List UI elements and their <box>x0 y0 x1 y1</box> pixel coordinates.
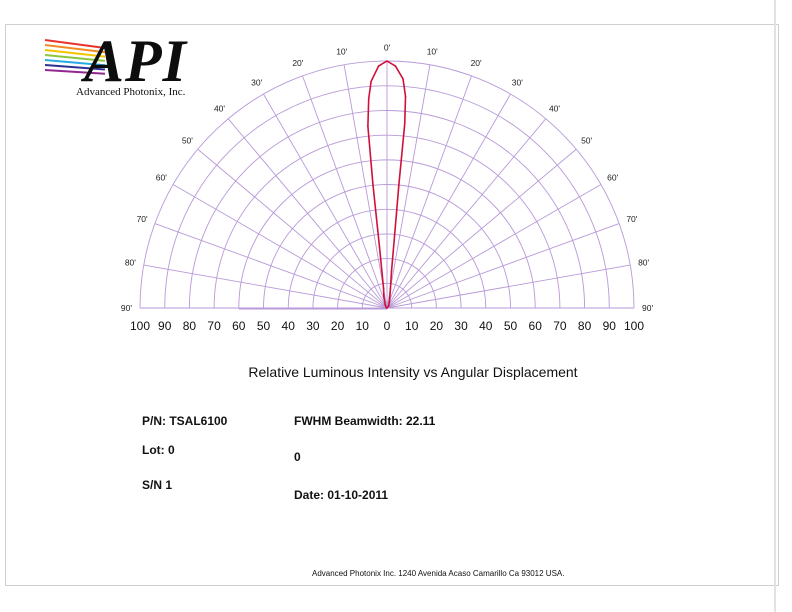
angle-tick-label-left: 80' <box>125 258 136 268</box>
logo-stripe <box>45 54 106 62</box>
radial-tick-label: 90 <box>603 319 617 333</box>
grid-spoke <box>263 93 388 309</box>
radial-tick-label: 60 <box>529 319 543 333</box>
fwhm-beamwidth: FWHM Beamwidth: 22.11 <box>294 414 436 428</box>
logo-stripe <box>45 49 106 58</box>
grid-spoke <box>154 223 388 309</box>
intensity-data-point <box>387 305 390 307</box>
logo-rainbow-lines <box>45 39 106 75</box>
logo-stripe <box>45 69 106 75</box>
radial-tick-label: 40 <box>282 319 296 333</box>
logo-stripe <box>45 59 106 67</box>
zero-value: 0 <box>294 450 301 464</box>
radial-tick-label: 10 <box>405 319 419 333</box>
intensity-data-point <box>372 184 374 187</box>
radial-tick-label: 50 <box>504 319 518 333</box>
intensity-data-point <box>403 122 406 125</box>
intensity-data-point <box>388 300 391 302</box>
radial-tick-label: 90 <box>158 319 172 333</box>
angle-tick-label-right: 60' <box>607 173 618 183</box>
intensity-data-point <box>370 80 372 83</box>
radial-tick-label: 60 <box>232 319 246 333</box>
angle-tick-label-right: 90' <box>642 303 653 313</box>
angle-tick-label-right: 40' <box>549 103 560 113</box>
radial-tick-label: 20 <box>430 319 444 333</box>
radial-tick-label: 50 <box>257 319 271 333</box>
radial-tick-label: 20 <box>331 319 345 333</box>
logo-company-name: Advanced Photonix, Inc. <box>76 86 186 98</box>
radial-tick-label: 30 <box>454 319 468 333</box>
intensity-data-point <box>398 184 400 186</box>
radial-tick-label: 100 <box>130 319 150 333</box>
angle-tick-label-left: 90' <box>121 303 132 313</box>
intensity-data-point <box>386 60 388 62</box>
grid-spoke <box>386 184 602 309</box>
radial-tick-label: 100 <box>624 319 644 333</box>
grid-spoke <box>302 75 388 309</box>
page-sheet <box>5 24 779 586</box>
angle-tick-label-left: 10' <box>336 46 347 56</box>
grid-spoke <box>343 64 388 309</box>
intensity-data-point <box>402 78 404 80</box>
lot-number: Lot: 0 <box>142 443 175 457</box>
grid-spoke <box>143 264 388 309</box>
part-number: P/N: TSAL6100 <box>142 414 228 428</box>
angle-tick-label-left: 20' <box>292 58 303 68</box>
intensity-data-point <box>378 245 381 248</box>
intensity-data-point <box>383 295 385 297</box>
radial-tick-label: 70 <box>207 319 221 333</box>
grid-spoke <box>227 118 388 309</box>
intensity-data-point <box>384 303 386 306</box>
intensity-data-point <box>377 65 380 67</box>
grid-spoke <box>386 75 472 309</box>
angle-tick-label-left: 0' <box>384 42 391 52</box>
page-edge <box>774 0 776 612</box>
intensity-data-point <box>389 287 392 290</box>
grid-spoke <box>172 184 388 309</box>
radial-tick-label: 0 <box>384 319 391 333</box>
angle-tick-label-left: 60' <box>156 173 167 183</box>
grid-spoke <box>386 264 631 309</box>
angle-tick-label-right: 50' <box>581 135 592 145</box>
radial-tick-label: 10 <box>356 319 370 333</box>
grid-spoke <box>386 64 431 309</box>
grid-spoke <box>197 148 388 309</box>
intensity-data-point <box>394 65 397 67</box>
angle-tick-label-right: 20' <box>471 58 482 68</box>
grid-spoke <box>386 93 511 309</box>
radial-tick-label: 30 <box>306 319 320 333</box>
angle-tick-label-right: 10' <box>427 46 438 56</box>
intensity-data-point <box>390 270 393 273</box>
grid-spoke <box>386 148 577 309</box>
footer-address: Advanced Photonix Inc. 1240 Avenida Acas… <box>312 569 565 578</box>
test-date: Date: 01-10-2011 <box>294 488 389 502</box>
intensity-data-point <box>367 125 369 128</box>
intensity-data-point <box>386 307 388 309</box>
angle-tick-label-left: 30' <box>251 77 262 87</box>
serial-number: S/N 1 <box>142 478 173 492</box>
angle-tick-label-right: 30' <box>512 77 523 87</box>
chart-title: Relative Luminous Intensity vs Angular D… <box>248 364 578 380</box>
grid-spoke <box>386 118 547 309</box>
angle-tick-label-right: 70' <box>626 214 637 224</box>
radial-tick-label: 80 <box>578 319 592 333</box>
angle-tick-label-right: 80' <box>638 258 649 268</box>
angle-tick-label-left: 50' <box>182 135 193 145</box>
angle-tick-label-left: 40' <box>214 103 225 113</box>
radial-tick-label: 40 <box>479 319 493 333</box>
logo-stripe <box>45 39 106 49</box>
logo-stripe <box>45 44 106 54</box>
intensity-data-point <box>404 95 407 98</box>
radial-tick-label: 80 <box>183 319 197 333</box>
logo-wordmark: API <box>84 28 188 94</box>
intensity-data-point <box>394 221 397 223</box>
grid-spoke <box>386 223 620 309</box>
logo-stripe <box>45 64 106 71</box>
radial-tick-label: 70 <box>553 319 567 333</box>
intensity-data-point <box>382 287 385 290</box>
intensity-data-point <box>367 98 370 100</box>
angle-tick-label-left: 70' <box>137 214 148 224</box>
